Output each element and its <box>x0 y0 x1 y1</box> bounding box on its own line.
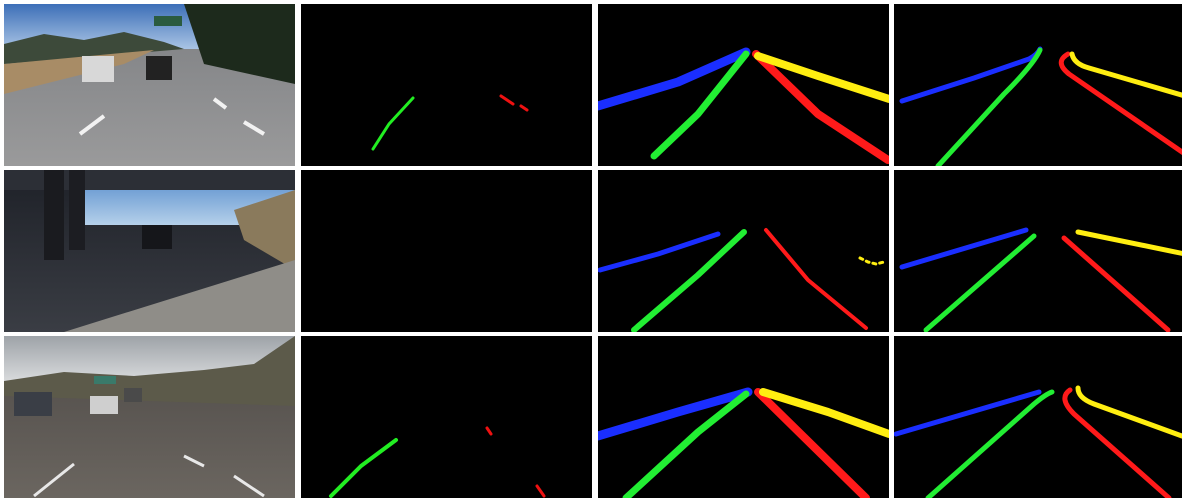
ground-truth <box>894 336 1182 498</box>
input-photo <box>4 170 295 332</box>
prediction-dense <box>598 4 889 166</box>
input-photo <box>4 336 295 498</box>
ground-truth <box>894 4 1182 166</box>
prediction-sparse <box>301 170 592 332</box>
input-photo <box>4 4 295 166</box>
prediction-dense <box>598 336 889 498</box>
prediction-dense <box>598 170 889 332</box>
ground-truth <box>894 170 1182 332</box>
prediction-sparse <box>301 336 592 498</box>
prediction-sparse <box>301 4 592 166</box>
